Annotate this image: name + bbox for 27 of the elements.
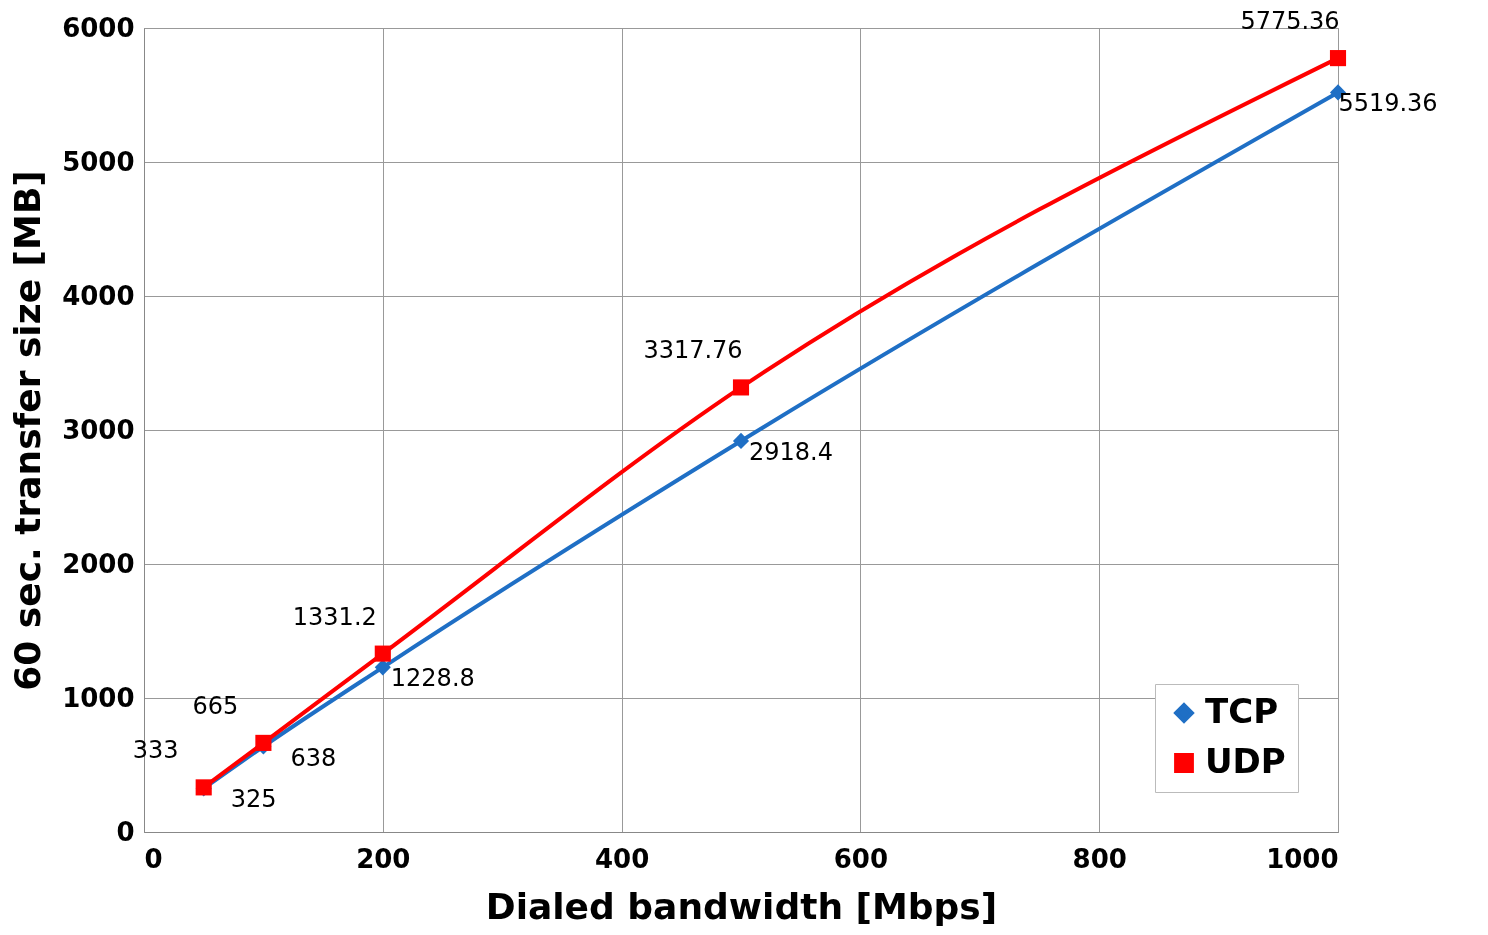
- y-tick-label: 5000: [62, 146, 135, 177]
- legend-label: UDP: [1205, 741, 1286, 781]
- x-axis-title: Dialed bandwidth [Mbps]: [485, 885, 998, 927]
- data-label: 5519.36: [1338, 89, 1438, 118]
- x-tick-label: 1000: [1266, 843, 1339, 874]
- x-tick-label: 400: [594, 843, 650, 874]
- legend-label: TCP: [1205, 691, 1279, 731]
- y-tick-label: 1000: [62, 682, 135, 713]
- data-label: 665: [192, 691, 239, 720]
- x-tick-label: 200: [356, 843, 411, 874]
- y-tick-label: 4000: [62, 280, 135, 311]
- x-tick-label: 800: [1072, 843, 1127, 874]
- data-label: 5775.36: [1240, 7, 1340, 36]
- data-label: 2918.4: [749, 437, 833, 466]
- data-label: 325: [230, 785, 277, 814]
- y-tick-label: 0: [116, 816, 135, 847]
- y-tick-label: 6000: [62, 12, 135, 43]
- data-label: 1331.2: [292, 602, 377, 631]
- data-label: 3317.76: [643, 336, 743, 365]
- y-axis-title: 60 sec. transfer size [MB]: [7, 170, 49, 691]
- y-tick-label: 3000: [62, 414, 135, 445]
- data-label: 333: [132, 736, 179, 765]
- data-label: 1228.8: [390, 664, 475, 693]
- data-label: 638: [290, 743, 337, 772]
- x-tick-label: 600: [833, 843, 889, 874]
- y-tick-label: 2000: [62, 548, 135, 579]
- x-tick-label: 0: [144, 843, 163, 874]
